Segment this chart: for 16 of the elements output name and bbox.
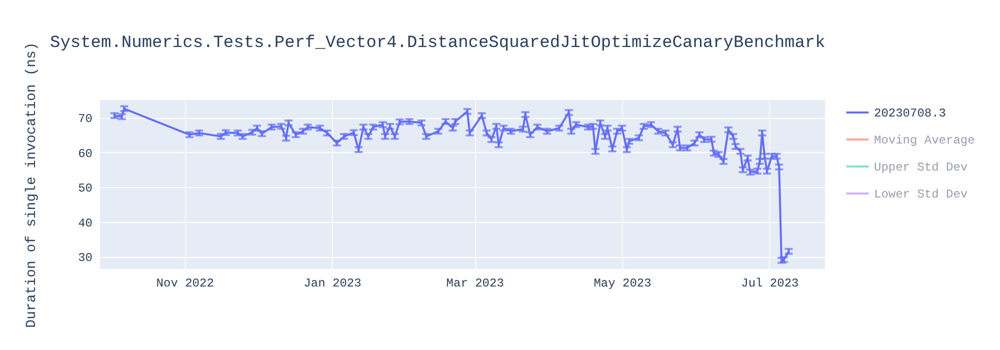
y-tick-label: 70 <box>78 112 92 126</box>
x-tick-label: Mar 2023 <box>446 276 504 290</box>
x-tick-label: May 2023 <box>594 276 652 290</box>
x-tick-label: Jan 2023 <box>304 276 362 290</box>
x-tick-label: Nov 2022 <box>156 276 214 290</box>
y-tick-label: 40 <box>78 216 92 230</box>
legend-label: Moving Average <box>874 134 975 148</box>
y-tick-label: 30 <box>78 251 92 266</box>
y-tick-label: 60 <box>78 146 92 161</box>
y-axis-title: Duration of single invocation (ns) <box>24 42 40 328</box>
chart-title: System.Numerics.Tests.Perf_Vector4.DistanceSquaredJitOptimizeCanaryBenchmark <box>50 34 826 53</box>
legend-label: Lower Std Dev <box>874 188 968 202</box>
legend-label: 20230708.3 <box>874 106 946 120</box>
legend-label: Upper Std Dev <box>874 160 968 174</box>
x-tick-label: Jul 2023 <box>741 276 799 290</box>
y-tick-label: 50 <box>78 182 92 196</box>
